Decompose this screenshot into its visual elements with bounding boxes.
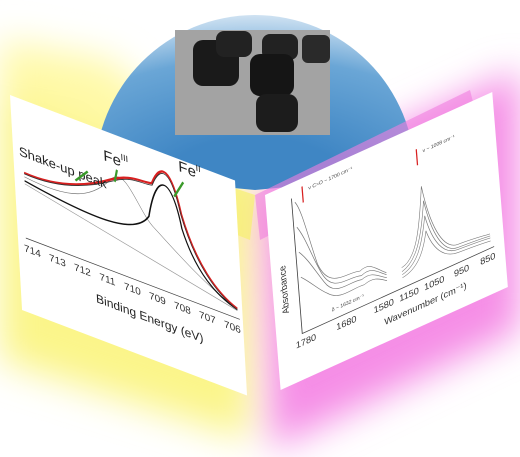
tem-image xyxy=(175,30,330,135)
graphical-abstract: Shake-up peak FeIII FeII 714713712711710… xyxy=(0,0,520,457)
